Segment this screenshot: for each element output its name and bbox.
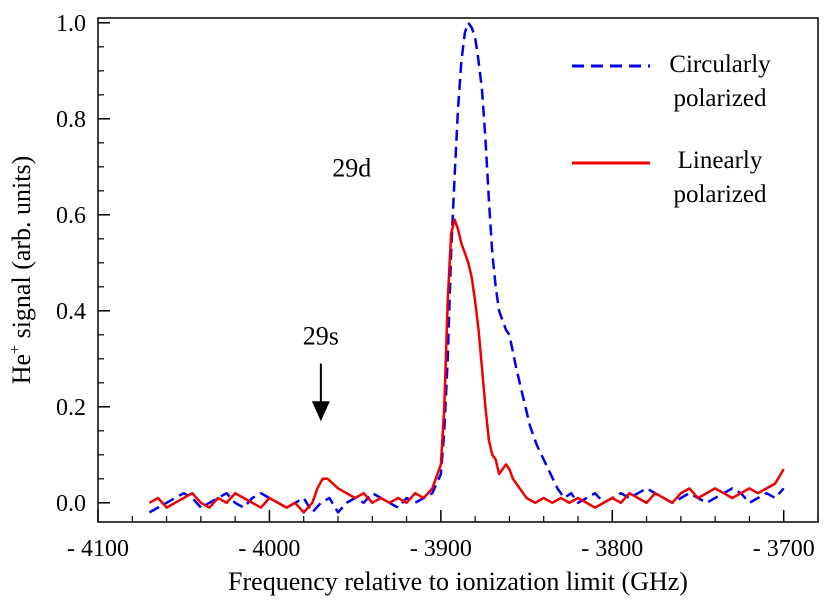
y-tick-label: 0.4 [56,299,86,325]
y-tick-label: 0.2 [56,395,86,421]
arrow-29s [311,363,330,422]
y-tick-label: 0.8 [56,107,86,133]
y-axis-title-main: He [7,354,36,384]
series-line-linearly [148,218,785,514]
y-tick-label: 0.0 [56,491,86,517]
arrow-head [311,401,330,422]
y-axis: 0.0 0.2 0.4 0.6 0.8 1.0 [56,11,110,517]
series-layer [148,21,785,514]
x-tick-label: - 4100 [67,536,129,562]
legend-label-linearly-2: polarized [673,181,767,208]
x-tick-label: - 4000 [238,536,300,562]
axes-frame [97,17,819,523]
y-axis-title-rest: signal (arb. units) [7,156,36,345]
y-axis-title-superscript: + [7,345,24,354]
legend-label-circularly-2: polarized [673,85,767,112]
y-tick-label: 0.6 [56,203,86,229]
plot-frame [97,17,819,523]
legend-label-linearly-1: Linearly [678,147,763,174]
legend: Circularly polarized Linearly polarized [572,51,771,208]
y-tick-label: 1.0 [56,11,86,37]
x-axis-title: Frequency relative to ionization limit (… [228,567,688,596]
x-axis: - 4100 - 4000 - 3900 - 3800 - 3700 [67,510,819,562]
y-axis-title: He+ signal (arb. units) [7,156,36,385]
annotation-29d: 29d [332,153,371,182]
legend-label-circularly-1: Circularly [669,51,771,78]
annotation-29s: 29s [303,321,339,350]
x-tick-label: - 3900 [410,536,472,562]
x-tick-label: - 3700 [753,536,815,562]
x-tick-label: - 3800 [581,536,643,562]
